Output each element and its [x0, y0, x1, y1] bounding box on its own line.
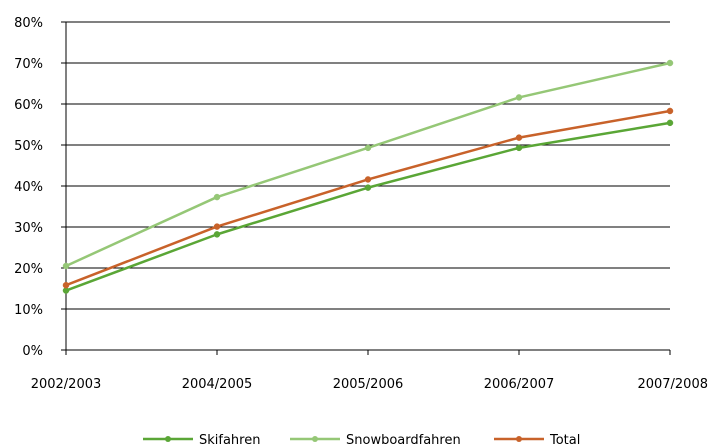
legend: Skifahren Snowboardfahren Total — [143, 433, 580, 448]
series-lines — [62, 59, 674, 294]
y-tick-label: 70% — [14, 57, 43, 72]
y-tick-label: 40% — [14, 180, 43, 195]
legend-label-skifahren: Skifahren — [199, 433, 260, 448]
y-tick-label: 20% — [14, 262, 43, 277]
data-point-total — [666, 107, 674, 115]
y-tick-label: 80% — [14, 16, 43, 31]
data-point-skifahren — [666, 119, 674, 127]
y-tick-label: 50% — [14, 139, 43, 154]
data-point-total — [515, 134, 523, 141]
legend-marker-snowboardfahren — [312, 436, 318, 442]
data-point-skifahren — [515, 144, 523, 152]
x-tick-label: 2005/2006 — [333, 377, 404, 392]
series-line-snowboardfahren — [64, 61, 672, 268]
data-point-total — [364, 176, 372, 183]
x-tick-label: 2004/2005 — [182, 377, 253, 392]
data-point-snowboardfahren — [666, 59, 674, 67]
data-point-snowboardfahren — [364, 144, 372, 152]
y-tick-label: 30% — [14, 221, 43, 236]
data-point-total — [213, 223, 221, 230]
legend-label-total: Total — [549, 433, 580, 448]
data-point-skifahren — [364, 184, 372, 191]
y-axis-ticks: 0% 10% 20% 30% 40% 50% 60% 70% 80% — [14, 16, 66, 359]
y-tick-label: 0% — [22, 344, 43, 359]
x-tick-label: 2006/2007 — [484, 377, 555, 392]
data-point-snowboardfahren — [515, 94, 523, 101]
legend-label-snowboardfahren: Snowboardfahren — [346, 433, 461, 448]
legend-marker-total — [516, 436, 522, 442]
data-point-skifahren — [213, 231, 221, 238]
data-point-snowboardfahren — [62, 262, 70, 270]
x-tick-label: 2007/2008 — [637, 377, 708, 392]
y-tick-label: 10% — [14, 303, 43, 318]
x-axis: 2002/2003 2004/2005 2005/2006 2006/2007 2007… — [31, 22, 708, 392]
data-point-total — [62, 281, 70, 289]
legend-marker-skifahren — [165, 436, 171, 442]
y-tick-label: 60% — [14, 98, 43, 113]
x-tick-label: 2002/2003 — [31, 377, 102, 392]
data-point-snowboardfahren — [213, 193, 221, 201]
